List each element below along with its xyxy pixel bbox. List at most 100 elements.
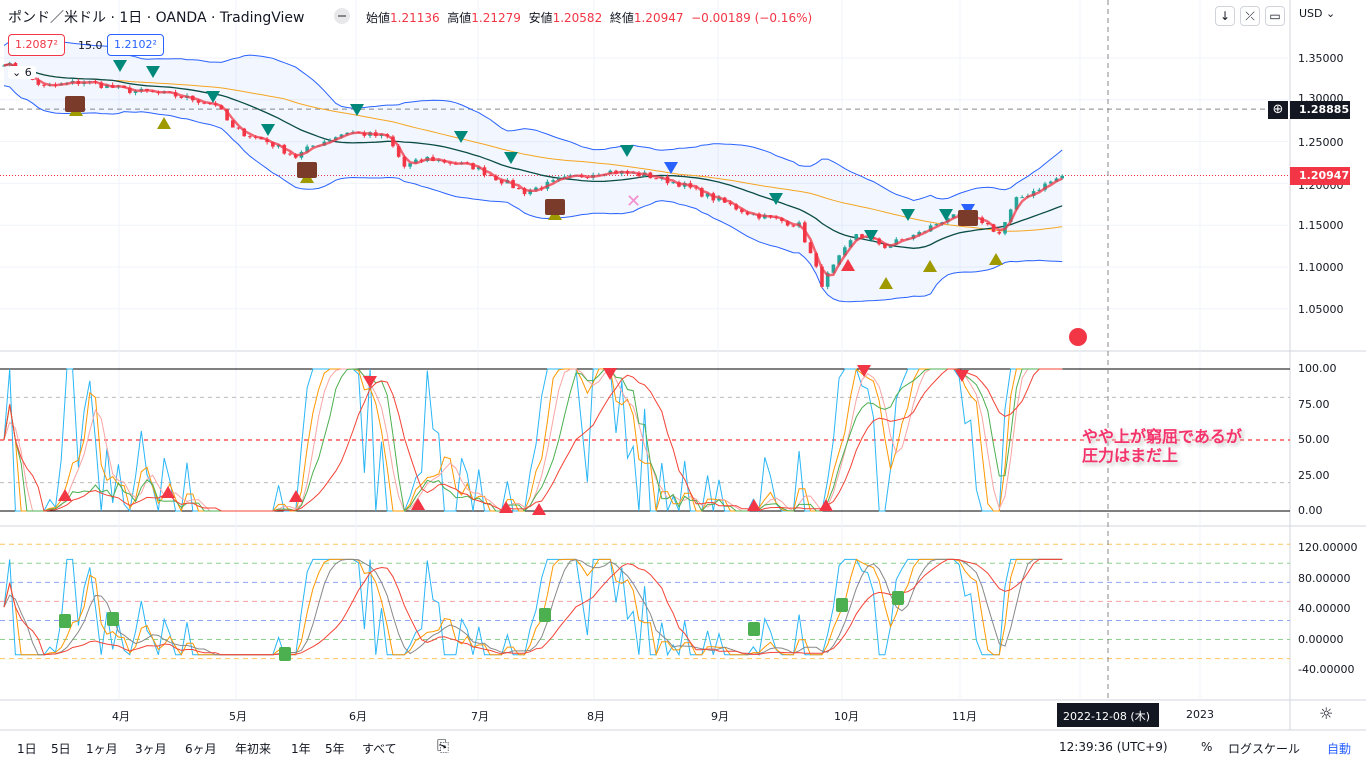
trend-line — [3, 62, 1063, 277]
scroll-down-button[interactable]: ↓ — [1215, 6, 1235, 26]
open-label: 始値 — [366, 11, 391, 25]
range-button[interactable]: 3ヶ月 — [135, 742, 167, 756]
candle — [231, 120, 235, 128]
price-axis-label: 1.05000 — [1298, 302, 1344, 316]
sell-button[interactable]: 1.2087² — [8, 34, 65, 56]
osc2-axis-label: 40.00000 — [1298, 602, 1351, 615]
range-button[interactable]: 年初来 — [235, 742, 272, 756]
range-button[interactable]: すべて — [362, 742, 397, 756]
candle — [311, 145, 315, 147]
range-button[interactable]: 5年 — [325, 742, 345, 756]
currency-select[interactable]: USD ⌄ — [1299, 7, 1336, 20]
candle — [2, 65, 6, 67]
candle — [1043, 183, 1047, 190]
sell-signal — [261, 124, 275, 136]
candle — [717, 197, 721, 201]
signal-blue — [664, 162, 678, 174]
month-label: 6月 — [349, 710, 367, 723]
log-scale-toggle[interactable]: ログスケール — [1228, 742, 1301, 756]
candle — [820, 266, 824, 287]
candle — [328, 140, 332, 142]
sell-signal — [864, 230, 878, 242]
auto-scale-toggle[interactable]: 自動 — [1327, 742, 1352, 756]
indicator-toggle[interactable]: ⌄ 6 — [8, 66, 36, 79]
price-axis-label: 1.25000 — [1298, 135, 1344, 149]
candle — [740, 209, 744, 213]
sell-signal — [769, 193, 783, 205]
candle — [831, 264, 836, 273]
osc2-axis-label: -40.00000 — [1298, 663, 1355, 676]
candle — [854, 234, 859, 241]
bollinger-fill — [4, 39, 1063, 302]
range-button[interactable]: 5日 — [51, 742, 71, 756]
bollinger-lower — [3, 85, 1063, 303]
range-button[interactable]: 1年 — [291, 742, 311, 756]
buy-signal — [989, 253, 1003, 265]
osc1-buy — [499, 501, 513, 513]
osc1-axis-label: 25.00 — [1298, 468, 1330, 482]
month-label: 8月 — [587, 710, 605, 723]
price-axis-label: 1.35000 — [1298, 52, 1344, 65]
osc1-buy — [819, 499, 833, 511]
sell-signal — [113, 60, 127, 72]
candle — [986, 223, 990, 225]
percent-toggle[interactable]: % — [1201, 740, 1213, 754]
candle — [1008, 209, 1013, 223]
candle — [1037, 189, 1042, 192]
candle — [551, 180, 555, 182]
ohlc-readout: 始値1.21136 高値1.21279 安値1.20582 終値1.20947 … — [366, 9, 812, 26]
buy-button[interactable]: 1.2102² — [107, 34, 164, 56]
sell-signal — [939, 209, 953, 221]
hide-icon[interactable] — [334, 8, 350, 24]
candle — [339, 134, 344, 138]
candle — [476, 167, 481, 170]
osc1-line-3 — [3, 368, 1063, 512]
candle — [242, 128, 247, 137]
currency-label: USD — [1299, 7, 1323, 20]
low-label: 安値 — [528, 11, 553, 25]
candle — [705, 193, 710, 197]
clock[interactable]: 12:39:36 (UTC+9) — [1059, 740, 1168, 754]
osc2-axis-label: 120.00000 — [1298, 541, 1358, 554]
range-button[interactable]: 1日 — [17, 742, 37, 756]
divergence-marker — [279, 647, 291, 661]
range-button[interactable]: 1ヶ月 — [86, 742, 118, 756]
ma-slow — [3, 63, 1063, 232]
osc2-line-2 — [3, 558, 1063, 656]
divergence-marker — [107, 612, 119, 626]
candle — [1020, 197, 1024, 199]
osc1-buy — [161, 486, 175, 498]
close-value: 1.20947 — [633, 11, 684, 25]
buy-signal — [923, 260, 937, 272]
candle — [654, 178, 658, 180]
trade-marker — [958, 210, 978, 226]
candle — [236, 127, 241, 129]
crosshair-date: 2022-12-08 (木) — [1057, 703, 1159, 727]
candle — [1014, 197, 1019, 210]
osc1-axis-label: 75.00 — [1298, 397, 1330, 411]
candle — [499, 180, 504, 184]
osc1-buy — [58, 489, 72, 501]
candle — [694, 187, 698, 189]
symbol-title[interactable]: ポンド／米ドル · 1日 · OANDA · TradingView — [8, 10, 305, 26]
month-label: 4月 — [112, 710, 130, 723]
candle — [991, 224, 996, 232]
osc1-line-1 — [3, 368, 1063, 513]
osc1-sell — [857, 365, 871, 377]
buy-signal — [879, 277, 893, 289]
collapse-button[interactable]: ⤫ — [1240, 6, 1260, 26]
fullscreen-button[interactable]: ▭ — [1265, 6, 1285, 26]
candle — [848, 240, 853, 248]
range-button[interactable]: 6ヶ月 — [185, 742, 217, 756]
settings-icon[interactable]: ☼ — [1319, 704, 1334, 723]
add-alert-icon[interactable]: ⊕ — [1268, 101, 1288, 119]
candle — [951, 214, 956, 219]
osc2-line-0 — [3, 558, 1063, 657]
candle — [1060, 175, 1064, 179]
date-range-icon[interactable]: ⎘ — [437, 737, 450, 755]
candle — [396, 146, 401, 157]
chart-annotation[interactable]: やや上が窮屈であるが 圧力はまだ上 — [1082, 427, 1242, 465]
candle — [791, 225, 796, 227]
sell-signal — [206, 91, 220, 103]
